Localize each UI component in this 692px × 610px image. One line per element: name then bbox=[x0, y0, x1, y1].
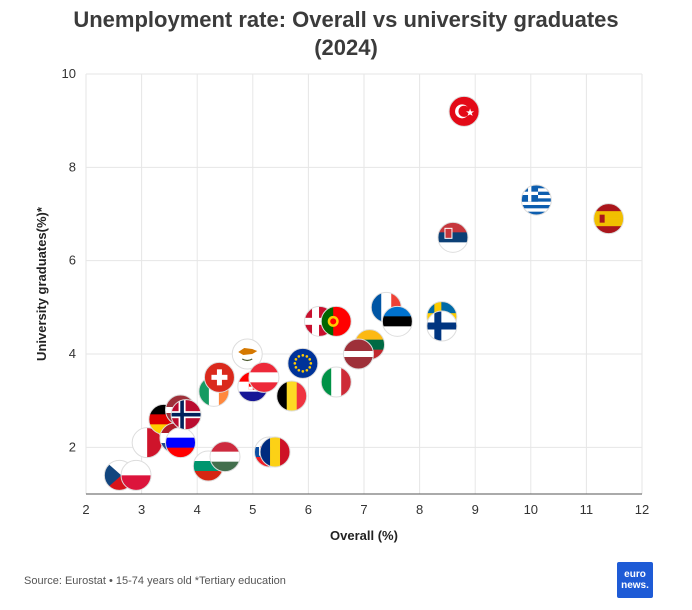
data-point-estonia-flag[interactable]: Estonia bbox=[381, 305, 413, 337]
source-note: Source: Eurostat • 15-74 years old *Tert… bbox=[24, 575, 286, 587]
x-tick-label: 3 bbox=[138, 502, 145, 517]
data-point-turkey-flag[interactable]: Türkiye bbox=[448, 95, 480, 127]
x-tick-label: 9 bbox=[472, 502, 479, 517]
data-point-norway-flag[interactable]: Norway bbox=[170, 399, 202, 431]
logo-text-top: euro bbox=[624, 569, 646, 580]
data-point-romania-flag[interactable]: Romania bbox=[259, 436, 291, 468]
y-tick-label: 2 bbox=[69, 439, 76, 454]
x-tick-label: 2 bbox=[82, 502, 89, 517]
data-point-latvia-flag[interactable]: Latvia bbox=[342, 338, 374, 370]
x-tick-label: 11 bbox=[580, 502, 594, 517]
data-point-austria-flag[interactable]: Austria bbox=[248, 361, 280, 393]
x-tick-label: 12 bbox=[635, 502, 649, 517]
data-point-hungary-flag[interactable]: Hungary bbox=[209, 441, 241, 473]
y-tick-label: 10 bbox=[62, 66, 76, 81]
data-point-belgium-flag[interactable]: Belgium bbox=[276, 380, 308, 412]
logo-text-bottom: news. bbox=[621, 580, 649, 591]
x-tick-label: 4 bbox=[194, 502, 201, 517]
data-point-portugal-flag[interactable]: Portugal bbox=[320, 305, 352, 337]
x-tick-label: 10 bbox=[524, 502, 538, 517]
data-point-switzerland-flag[interactable]: Switzerland bbox=[203, 361, 235, 393]
data-point-greece-flag[interactable]: Greece bbox=[520, 184, 552, 216]
chart-title: Unemployment rate: Overall vs university… bbox=[0, 6, 692, 62]
x-axis-label: Overall (%) bbox=[330, 528, 398, 543]
x-tick-label: 7 bbox=[360, 502, 367, 517]
x-tick-label: 6 bbox=[305, 502, 312, 517]
data-point-spain-flag[interactable]: Spain bbox=[593, 203, 625, 235]
y-tick-label: 8 bbox=[69, 159, 76, 174]
data-point-slovenia-flag[interactable]: Slovenia bbox=[165, 427, 197, 459]
data-point-eu-flag[interactable]: European Union bbox=[287, 347, 319, 379]
data-point-finland-flag[interactable]: Finland bbox=[426, 310, 458, 342]
data-point-italy-flag[interactable]: Italy bbox=[320, 366, 352, 398]
data-point-poland-flag[interactable]: Poland bbox=[120, 459, 152, 491]
y-tick-label: 6 bbox=[69, 253, 76, 268]
data-point-serbia-flag[interactable]: Serbia bbox=[437, 221, 469, 253]
scatter-chart: 2 3 4 5 6 7 8 9 10 11 12 2 4 6 8 10 Overall (%) Universit… bbox=[34, 66, 649, 543]
x-tick-label: 5 bbox=[249, 502, 256, 517]
euronews-logo: euro news. bbox=[617, 562, 653, 598]
y-tick-label: 4 bbox=[69, 346, 76, 361]
y-axis-label: University graduates(%)* bbox=[34, 206, 49, 361]
data-point-malta-flag[interactable]: Malta bbox=[131, 427, 163, 459]
x-tick-label: 8 bbox=[416, 502, 423, 517]
chart-title-line-2: (2024) bbox=[314, 35, 378, 60]
chart-title-line-1: Unemployment rate: Overall vs university… bbox=[73, 7, 619, 32]
